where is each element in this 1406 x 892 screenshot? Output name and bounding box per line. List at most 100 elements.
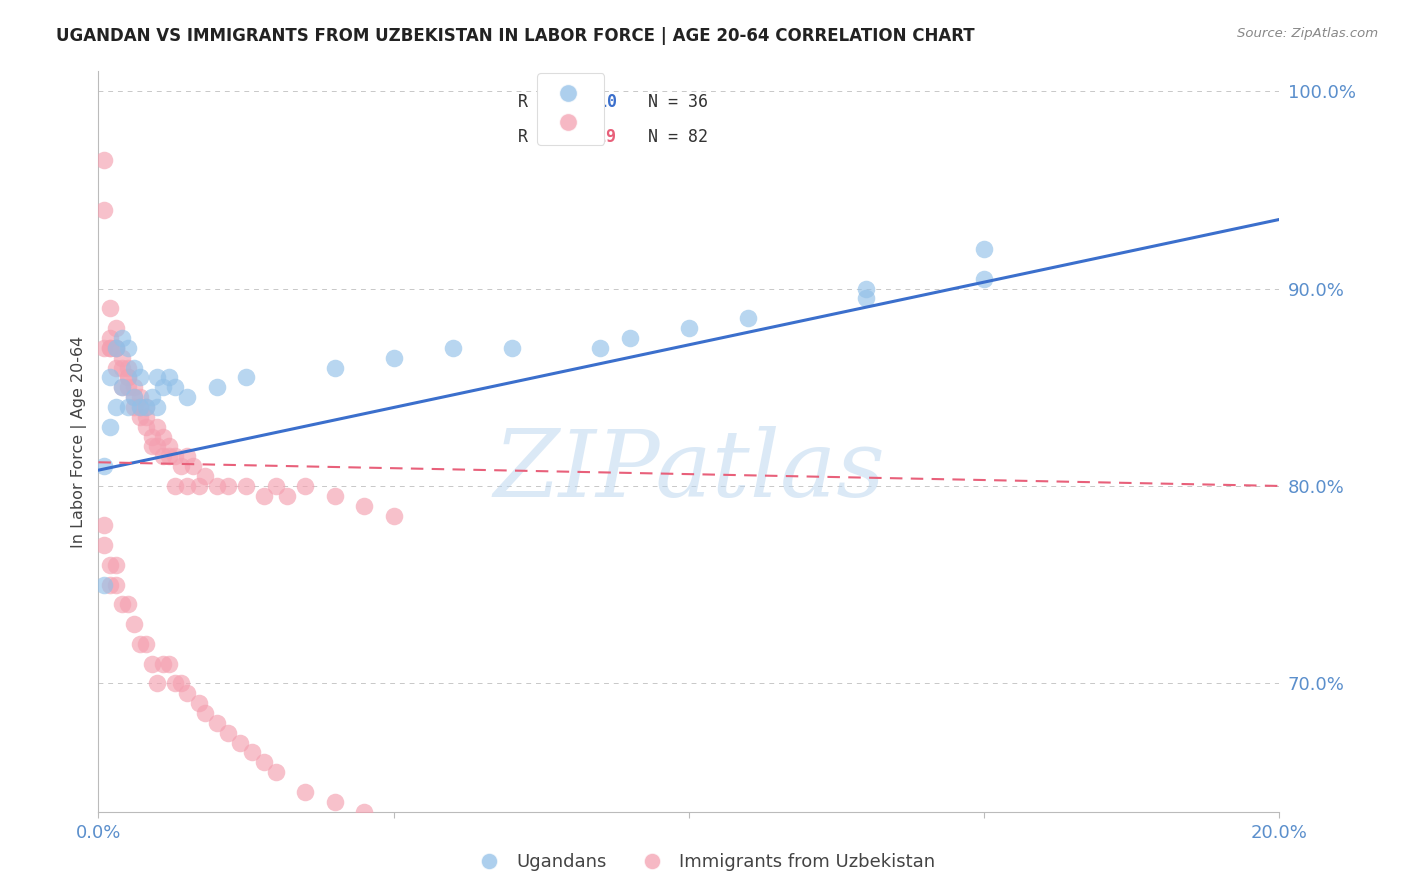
Point — [105, 577, 128, 591]
Point — [276, 489, 298, 503]
Point — [294, 479, 316, 493]
Point — [441, 341, 464, 355]
Point — [152, 429, 174, 443]
Point — [157, 440, 180, 454]
Point — [294, 785, 316, 799]
Point — [323, 489, 346, 503]
Point — [146, 440, 169, 454]
Point — [122, 380, 145, 394]
Text: 0.310: 0.310 — [557, 94, 617, 112]
Point — [240, 746, 263, 760]
Point — [264, 765, 287, 780]
Point — [194, 469, 217, 483]
Point — [187, 479, 209, 493]
Point — [117, 598, 139, 612]
Text: UGANDAN VS IMMIGRANTS FROM UZBEKISTAN IN LABOR FORCE | AGE 20-64 CORRELATION CHA: UGANDAN VS IMMIGRANTS FROM UZBEKISTAN IN… — [56, 27, 974, 45]
Point — [98, 370, 121, 384]
Point — [205, 715, 228, 730]
Point — [146, 370, 169, 384]
Point — [122, 390, 145, 404]
Point — [117, 400, 139, 414]
Text: Source: ZipAtlas.com: Source: ZipAtlas.com — [1237, 27, 1378, 40]
Point — [105, 558, 128, 572]
Point — [98, 331, 121, 345]
Point — [93, 538, 115, 552]
Point — [165, 479, 187, 493]
Point — [973, 242, 995, 256]
Point — [176, 390, 198, 404]
Point — [105, 321, 128, 335]
Point — [98, 558, 121, 572]
Point — [128, 409, 150, 424]
Point — [117, 360, 139, 375]
Text: ZIPatlas: ZIPatlas — [494, 426, 884, 516]
Point — [111, 598, 134, 612]
Point — [353, 805, 375, 819]
Point — [323, 360, 346, 375]
Point — [264, 479, 287, 493]
Point — [128, 400, 150, 414]
Point — [122, 360, 145, 375]
Point — [141, 429, 163, 443]
Point — [678, 321, 700, 335]
Point — [122, 400, 145, 414]
Point — [146, 419, 169, 434]
Point — [105, 360, 128, 375]
Point — [98, 577, 121, 591]
Point — [117, 370, 139, 384]
Text: N = 36: N = 36 — [619, 94, 709, 112]
Point — [128, 390, 150, 404]
Point — [117, 380, 139, 394]
Point — [98, 341, 121, 355]
Point — [117, 341, 139, 355]
Text: R =: R = — [517, 94, 558, 112]
Legend: , : , — [537, 73, 605, 145]
Text: -0.019: -0.019 — [557, 128, 617, 145]
Point — [93, 202, 115, 217]
Point — [217, 725, 239, 739]
Point — [619, 331, 641, 345]
Point — [855, 281, 877, 295]
Point — [128, 400, 150, 414]
Point — [176, 686, 198, 700]
Point — [93, 153, 115, 168]
Point — [181, 459, 204, 474]
Point — [141, 440, 163, 454]
Point — [128, 637, 150, 651]
Point — [105, 341, 128, 355]
Y-axis label: In Labor Force | Age 20-64: In Labor Force | Age 20-64 — [72, 335, 87, 548]
Point — [135, 400, 157, 414]
Point — [253, 756, 276, 770]
Text: N = 82: N = 82 — [619, 128, 709, 145]
Point — [122, 617, 145, 632]
Point — [93, 341, 115, 355]
Point — [135, 400, 157, 414]
Point — [93, 459, 115, 474]
Point — [111, 360, 134, 375]
Point — [229, 736, 252, 750]
Point — [117, 370, 139, 384]
Point — [98, 301, 121, 316]
Point — [589, 341, 612, 355]
Point — [135, 409, 157, 424]
Point — [353, 499, 375, 513]
Point — [111, 380, 134, 394]
Point — [165, 450, 187, 464]
Point — [135, 637, 157, 651]
Text: R =: R = — [517, 128, 558, 145]
Point — [157, 450, 180, 464]
Point — [235, 370, 257, 384]
Point — [176, 479, 198, 493]
Point — [111, 331, 134, 345]
Point — [152, 380, 174, 394]
Point — [93, 518, 115, 533]
Point — [111, 380, 134, 394]
Point — [855, 292, 877, 306]
Point — [157, 657, 180, 671]
Point — [737, 311, 759, 326]
Point — [176, 450, 198, 464]
Point — [382, 508, 405, 523]
Point — [105, 341, 128, 355]
Point — [187, 696, 209, 710]
Point — [98, 419, 121, 434]
